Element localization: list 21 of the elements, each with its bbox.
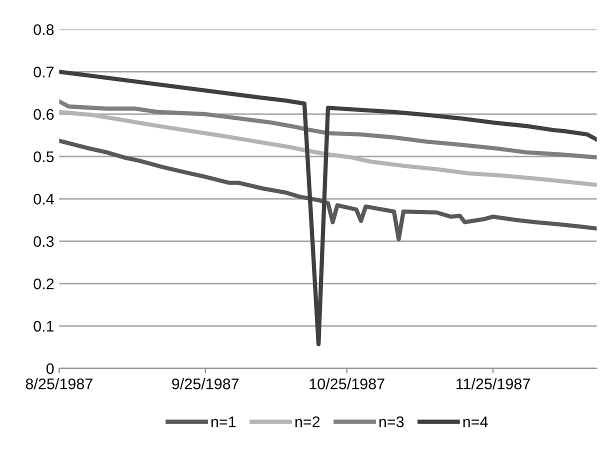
y-tick-label: 0.1 (34, 320, 54, 332)
legend-label: n=2 (295, 416, 320, 428)
legend-label: n=3 (379, 416, 404, 428)
legend-label: n=4 (463, 416, 488, 428)
y-tick-label: 0.8 (34, 24, 54, 36)
line-series (59, 138, 597, 242)
y-tick-label: 0.5 (34, 151, 54, 162)
y-tick-label: 0.6 (34, 109, 54, 120)
x-tick-label: 10/25/1987 (310, 378, 384, 390)
y-tick-label: 0.4 (34, 194, 54, 205)
legend-label: n=1 (211, 416, 236, 428)
line-series (59, 110, 597, 187)
y-tick-label: 0 (46, 363, 54, 374)
line-series (59, 70, 597, 346)
x-tick-label: 8/25/1987 (26, 378, 92, 390)
y-tick-label: 0.2 (34, 278, 54, 290)
y-tick-label: 0.7 (34, 66, 54, 78)
y-tick-label: 0.3 (34, 236, 54, 247)
x-tick-label: 9/25/1987 (172, 378, 239, 390)
x-tick-label: 11/25/1987 (456, 378, 530, 390)
line-series (59, 99, 597, 160)
